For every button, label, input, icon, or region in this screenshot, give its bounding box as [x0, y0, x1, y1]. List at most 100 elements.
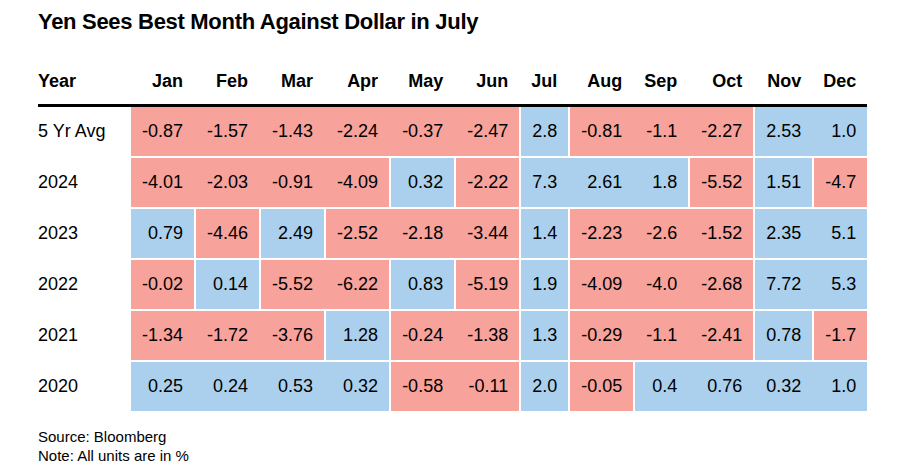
value-cell: -5.52 — [688, 158, 753, 209]
value-cell: -0.11 — [454, 362, 519, 413]
value-cell: -1.43 — [259, 107, 324, 158]
value-cell: 7.72 — [753, 260, 812, 311]
value-cell: -6.22 — [324, 260, 389, 311]
value-cell: 2.49 — [259, 209, 324, 260]
value-cell: 0.53 — [259, 362, 324, 413]
column-header-feb: Feb — [194, 71, 259, 107]
value-cell: -1.72 — [194, 311, 259, 362]
units-note: Note: All units are in % — [38, 447, 876, 466]
value-cell: 1.51 — [753, 158, 812, 209]
value-cell: -1.1 — [633, 107, 688, 158]
value-cell: 1.3 — [519, 311, 568, 362]
column-header-jun: Jun — [454, 71, 519, 107]
value-cell: -4.46 — [194, 209, 259, 260]
column-header-apr: Apr — [324, 71, 389, 107]
year-label: 2023 — [38, 209, 131, 260]
column-header-jul: Jul — [519, 71, 568, 107]
year-label: 2020 — [38, 362, 131, 413]
value-cell: -0.02 — [131, 260, 194, 311]
value-cell: -1.1 — [633, 311, 688, 362]
value-cell: -4.0 — [633, 260, 688, 311]
value-cell: -3.76 — [259, 311, 324, 362]
table-header: Year JanFebMarAprMayJunJulAugSepOctNovDe… — [38, 71, 867, 107]
table-body: 5 Yr Avg-0.87-1.57-1.43-2.24-0.37-2.472.… — [38, 107, 867, 413]
value-cell: 2.35 — [753, 209, 812, 260]
value-cell: -0.87 — [131, 107, 194, 158]
value-cell: 7.3 — [519, 158, 568, 209]
chart-container: Yen Sees Best Month Against Dollar in Ju… — [0, 0, 914, 466]
value-cell: -1.7 — [812, 311, 867, 362]
column-header-may: May — [389, 71, 454, 107]
column-header-jan: Jan — [131, 71, 194, 107]
value-cell: -1.52 — [688, 209, 753, 260]
column-header-sep: Sep — [633, 71, 688, 107]
value-cell: 5.3 — [812, 260, 867, 311]
chart-title: Yen Sees Best Month Against Dollar in Ju… — [38, 10, 876, 34]
value-cell: -1.34 — [131, 311, 194, 362]
value-cell: -4.01 — [131, 158, 194, 209]
column-header-aug: Aug — [568, 71, 633, 107]
value-cell: 2.61 — [568, 158, 633, 209]
chart-footer: Source: Bloomberg Note: All units are in… — [38, 428, 876, 466]
value-cell: 0.24 — [194, 362, 259, 413]
value-cell: -2.41 — [688, 311, 753, 362]
value-cell: 0.79 — [131, 209, 194, 260]
column-header-dec: Dec — [812, 71, 867, 107]
value-cell: 1.0 — [812, 107, 867, 158]
year-label: 2021 — [38, 311, 131, 362]
value-cell: -1.57 — [194, 107, 259, 158]
value-cell: -0.05 — [568, 362, 633, 413]
value-cell: -0.37 — [389, 107, 454, 158]
value-cell: 1.8 — [633, 158, 688, 209]
table-row: 5 Yr Avg-0.87-1.57-1.43-2.24-0.37-2.472.… — [38, 107, 867, 158]
year-label: 5 Yr Avg — [38, 107, 131, 158]
column-header-mar: Mar — [259, 71, 324, 107]
value-cell: -3.44 — [454, 209, 519, 260]
column-header-nov: Nov — [753, 71, 812, 107]
column-header-oct: Oct — [688, 71, 753, 107]
table-row: 20230.79-4.462.49-2.52-2.18-3.441.4-2.23… — [38, 209, 867, 260]
value-cell: 0.4 — [633, 362, 688, 413]
value-cell: 1.4 — [519, 209, 568, 260]
value-cell: 0.76 — [688, 362, 753, 413]
value-cell: 1.9 — [519, 260, 568, 311]
value-cell: -0.81 — [568, 107, 633, 158]
value-cell: -2.68 — [688, 260, 753, 311]
value-cell: 0.83 — [389, 260, 454, 311]
year-label: 2024 — [38, 158, 131, 209]
value-cell: -4.09 — [568, 260, 633, 311]
value-cell: -2.52 — [324, 209, 389, 260]
value-cell: 0.32 — [753, 362, 812, 413]
value-cell: 2.0 — [519, 362, 568, 413]
value-cell: -2.03 — [194, 158, 259, 209]
table-row: 2024-4.01-2.03-0.91-4.090.32-2.227.32.61… — [38, 158, 867, 209]
value-cell: -2.27 — [688, 107, 753, 158]
value-cell: 1.28 — [324, 311, 389, 362]
value-cell: 1.0 — [812, 362, 867, 413]
value-cell: 2.53 — [753, 107, 812, 158]
value-cell: 2.8 — [519, 107, 568, 158]
value-cell: -1.38 — [454, 311, 519, 362]
table-row: 2022-0.020.14-5.52-6.220.83-5.191.9-4.09… — [38, 260, 867, 311]
value-cell: -0.91 — [259, 158, 324, 209]
value-cell: 0.32 — [389, 158, 454, 209]
value-cell: 0.78 — [753, 311, 812, 362]
value-cell: -2.23 — [568, 209, 633, 260]
value-cell: 0.32 — [324, 362, 389, 413]
table-row: 2021-1.34-1.72-3.761.28-0.24-1.381.3-0.2… — [38, 311, 867, 362]
value-cell: -2.18 — [389, 209, 454, 260]
value-cell: -5.19 — [454, 260, 519, 311]
value-cell: -0.29 — [568, 311, 633, 362]
value-cell: -2.6 — [633, 209, 688, 260]
value-cell: -0.58 — [389, 362, 454, 413]
value-cell: 0.25 — [131, 362, 194, 413]
value-cell: -5.52 — [259, 260, 324, 311]
value-cell: -2.47 — [454, 107, 519, 158]
year-label: 2022 — [38, 260, 131, 311]
value-cell: 0.14 — [194, 260, 259, 311]
table-row: 20200.250.240.530.32-0.58-0.112.0-0.050.… — [38, 362, 867, 413]
header-row: Year JanFebMarAprMayJunJulAugSepOctNovDe… — [38, 71, 867, 107]
value-cell: -4.7 — [812, 158, 867, 209]
value-cell: -4.09 — [324, 158, 389, 209]
monthly-returns-table: Year JanFebMarAprMayJunJulAugSepOctNovDe… — [38, 71, 867, 413]
